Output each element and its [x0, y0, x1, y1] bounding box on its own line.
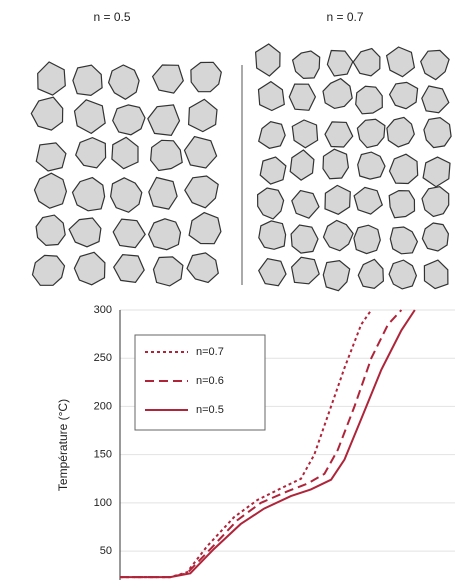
stone: [35, 142, 67, 172]
stone: [322, 219, 354, 252]
stone: [152, 256, 184, 287]
legend-label: n=0.5: [196, 404, 224, 416]
stone: [357, 258, 385, 290]
stone: [147, 104, 181, 136]
stone: [423, 116, 452, 149]
stone: [111, 136, 139, 170]
y-tick-label: 150: [94, 449, 112, 461]
stone: [35, 214, 66, 247]
stone: [184, 175, 219, 209]
stone: [324, 184, 351, 215]
stone: [37, 61, 66, 96]
stone: [68, 217, 102, 248]
stone: [33, 172, 68, 209]
stone: [73, 99, 106, 135]
stone: [109, 177, 143, 213]
stone: [288, 83, 317, 111]
stone: [71, 176, 106, 212]
stone: [326, 49, 354, 77]
legend-label: n=0.7: [196, 346, 224, 358]
line-series: [120, 309, 373, 579]
stone: [256, 187, 285, 220]
y-tick-label: 250: [94, 352, 112, 364]
stone: [291, 189, 320, 219]
stone: [420, 49, 450, 81]
stone: [112, 253, 145, 284]
stone: [112, 104, 146, 136]
stone: [112, 218, 146, 249]
stone: [151, 64, 184, 94]
stone: [107, 64, 140, 101]
legend-box: [134, 334, 266, 431]
stone: [291, 119, 319, 149]
stone: [356, 118, 386, 149]
stone: [30, 96, 64, 131]
stone: [149, 139, 183, 172]
legend-label: n=0.6: [196, 375, 224, 387]
stone: [421, 186, 450, 218]
stone: [353, 186, 384, 215]
y-axis-label: Température (°C): [56, 399, 70, 491]
y-tick-label: 300: [94, 304, 112, 316]
stone: [190, 61, 222, 93]
panel-label: n = 0.5: [93, 10, 130, 24]
stone: [322, 259, 351, 292]
stone: [353, 224, 381, 255]
stone: [352, 47, 381, 77]
stone: [188, 211, 222, 245]
stone: [389, 226, 419, 255]
stone: [290, 256, 320, 285]
panel-label: n = 0.7: [326, 10, 363, 24]
stone: [257, 80, 285, 112]
stone: [385, 46, 416, 78]
stone: [31, 254, 66, 286]
stone: [254, 43, 281, 77]
stone: [388, 189, 416, 219]
stone: [75, 136, 107, 169]
stone: [386, 116, 415, 148]
stone: [355, 85, 383, 115]
y-tick-label: 100: [94, 497, 112, 509]
stone: [148, 176, 178, 210]
stone: [388, 259, 418, 290]
stone: [183, 135, 218, 169]
stone-packing: [254, 43, 452, 292]
stone: [291, 50, 321, 80]
stone: [388, 153, 419, 185]
stone: [324, 121, 354, 148]
stone: [423, 259, 449, 290]
stone: [186, 252, 219, 284]
stone: [289, 149, 315, 181]
line-series: [120, 309, 416, 579]
stone: [258, 121, 286, 149]
stone: [73, 251, 106, 286]
stone: [421, 222, 450, 252]
stone: [259, 156, 287, 185]
stone: [290, 224, 319, 254]
stone: [322, 77, 353, 110]
stone: [147, 218, 182, 251]
y-tick-label: 50: [100, 545, 112, 557]
stone-packing: [30, 61, 222, 287]
y-tick-label: 200: [94, 400, 112, 412]
stone: [421, 85, 450, 114]
stone: [258, 220, 287, 250]
stone: [422, 156, 451, 188]
stone: [257, 258, 287, 287]
stone: [357, 151, 386, 180]
line-series: [120, 309, 403, 579]
stone: [322, 148, 350, 180]
stone: [72, 64, 103, 97]
stone: [388, 81, 419, 110]
stone: [187, 98, 218, 133]
